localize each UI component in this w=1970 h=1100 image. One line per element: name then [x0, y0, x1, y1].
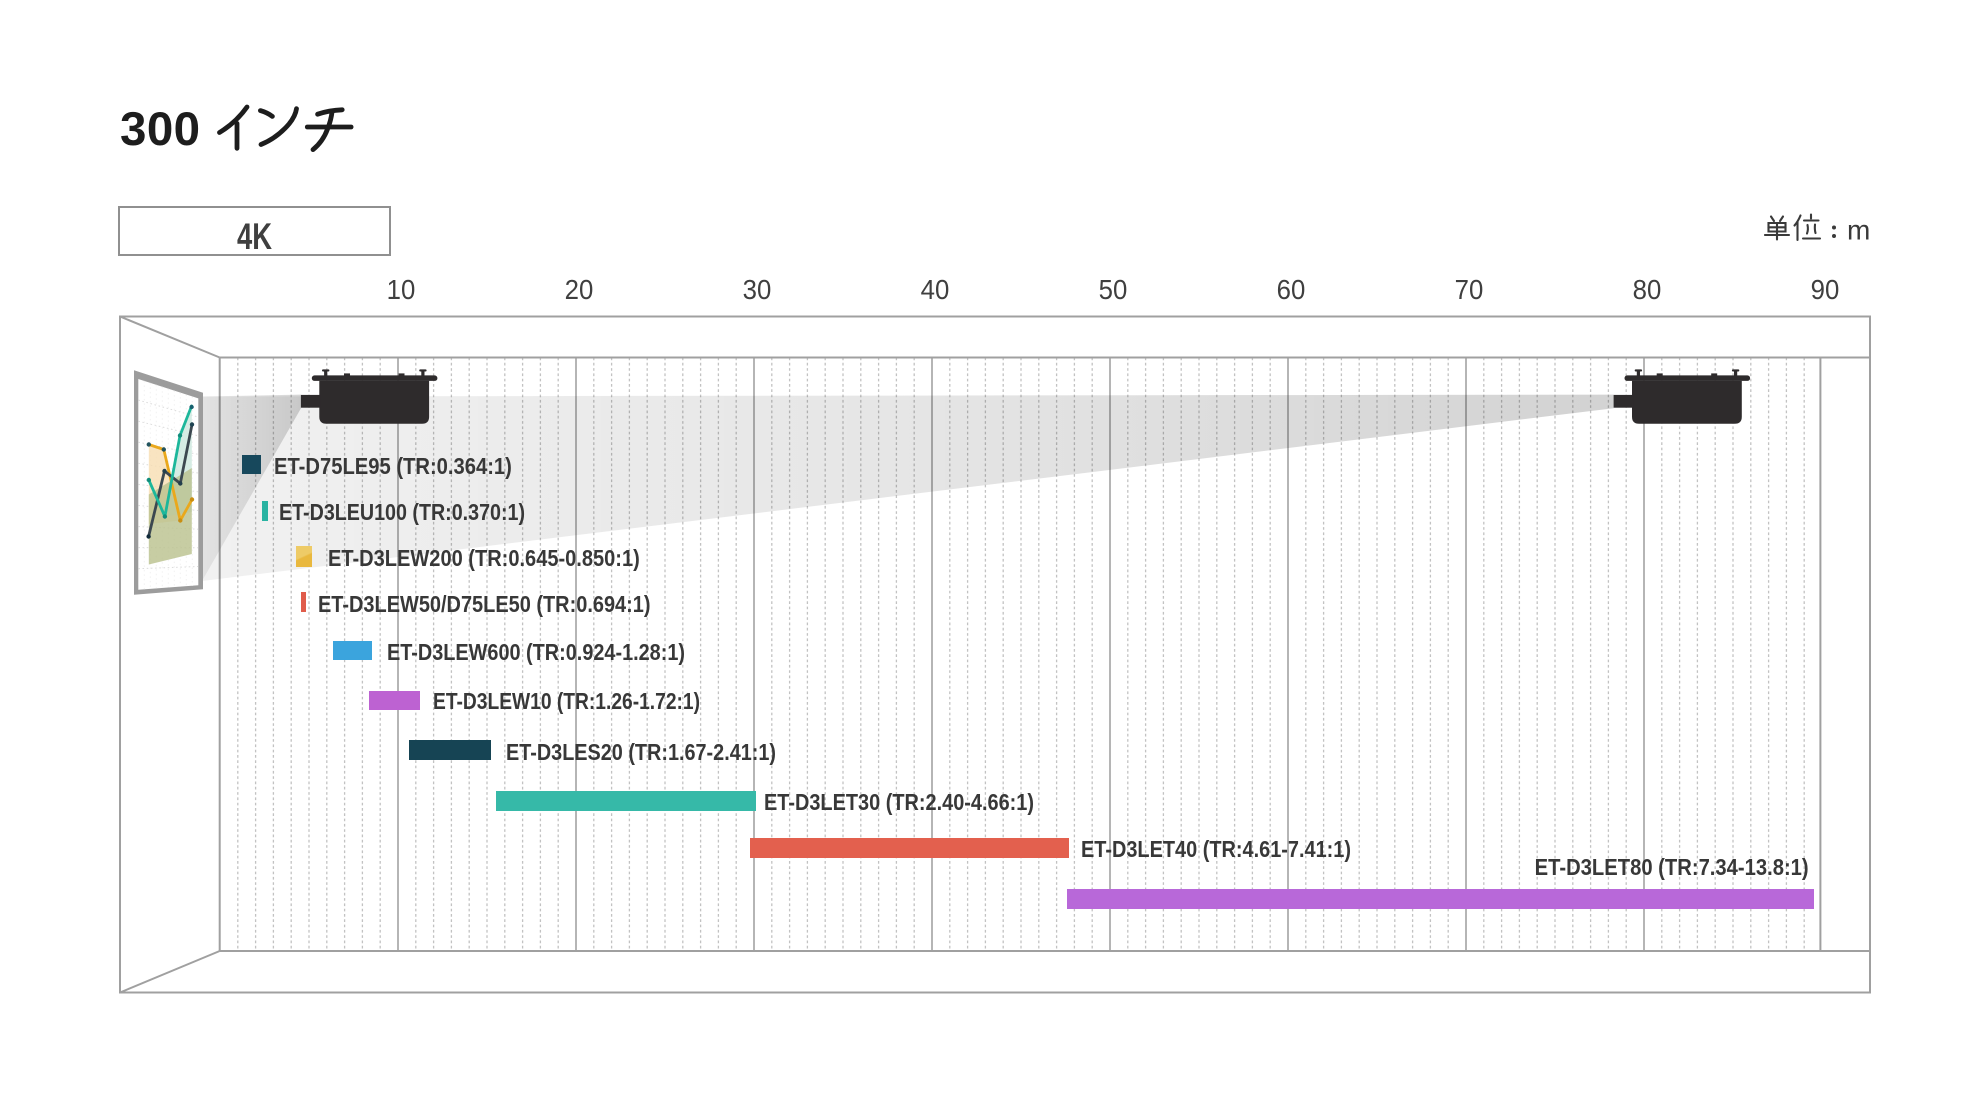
- svg-text:m: m: [1847, 214, 1870, 244]
